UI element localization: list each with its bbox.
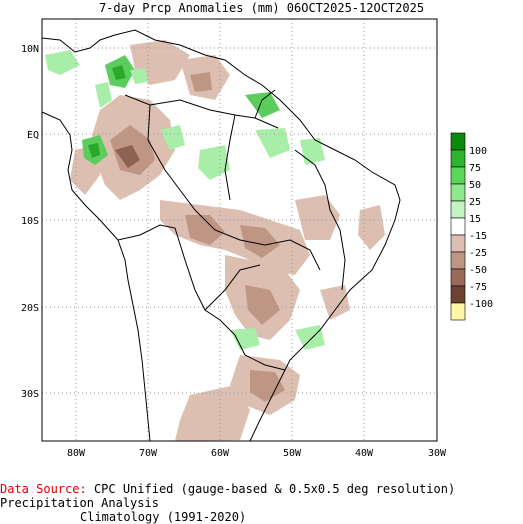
legend-label: 50 bbox=[469, 180, 481, 191]
lon-tick-label: 80W bbox=[67, 448, 86, 459]
legend-swatch bbox=[450, 217, 466, 236]
data-source-text: CPC Unified (gauge-based & 0.5x0.5 deg r… bbox=[0, 482, 456, 510]
legend-label: -100 bbox=[469, 299, 493, 310]
lat-tick-label: 10N bbox=[21, 44, 39, 55]
legend-labels: 100 75 50 25 15 -15 -25 -50 -75 -100 bbox=[469, 146, 493, 310]
lat-tick-label: 30S bbox=[21, 389, 39, 400]
lat-tick-label: 10S bbox=[21, 216, 39, 227]
legend-label: -25 bbox=[469, 248, 487, 259]
footer: Data Source: CPC Unified (gauge-based & … bbox=[0, 482, 523, 524]
legend-label: -75 bbox=[469, 282, 487, 293]
legend-colorbar bbox=[450, 132, 466, 321]
lon-tick-label: 40W bbox=[355, 448, 374, 459]
dry-anomaly-shading bbox=[70, 40, 385, 441]
data-source-label: Data Source: bbox=[0, 482, 87, 496]
legend-swatch bbox=[450, 302, 466, 321]
lon-tick-label: 60W bbox=[211, 448, 230, 459]
coastlines-and-borders bbox=[41, 29, 401, 442]
legend-swatch bbox=[450, 251, 466, 270]
legend-swatch bbox=[450, 234, 466, 253]
legend-label: 15 bbox=[469, 214, 481, 225]
climatology-text: Climatology (1991-2020) bbox=[80, 510, 247, 524]
wet-anomaly-shading bbox=[45, 50, 325, 350]
legend-label: 25 bbox=[469, 197, 481, 208]
lat-tick-label: 20S bbox=[21, 303, 39, 314]
lon-tick-label: 70W bbox=[139, 448, 158, 459]
lon-tick-label: 30W bbox=[428, 448, 447, 459]
lon-tick-label: 50W bbox=[283, 448, 302, 459]
lon-tick-labels: 80W 70W 60W 50W 40W 30W bbox=[67, 448, 447, 459]
legend-swatch bbox=[450, 149, 466, 168]
legend-label: 75 bbox=[469, 163, 481, 174]
lat-tick-label: EQ bbox=[27, 130, 39, 141]
legend-swatch bbox=[450, 200, 466, 219]
map-frame bbox=[41, 18, 438, 442]
legend-swatch bbox=[450, 183, 466, 202]
legend-swatch bbox=[450, 166, 466, 185]
legend-label: -15 bbox=[469, 231, 487, 242]
lat-tick-labels: 10N EQ 10S 20S 30S bbox=[21, 44, 39, 400]
anomaly-map: 80W 70W 60W 50W 40W 30W 10N EQ 10S 20S 3… bbox=[21, 18, 493, 459]
legend-swatch bbox=[450, 285, 466, 304]
map-title: 7-day Prcp Anomalies (mm) 06OCT2025-12OC… bbox=[98, 1, 425, 15]
legend-label: -50 bbox=[469, 265, 487, 276]
legend-swatch bbox=[450, 268, 466, 287]
legend-label: 100 bbox=[469, 146, 487, 157]
legend-swatch bbox=[450, 132, 466, 151]
